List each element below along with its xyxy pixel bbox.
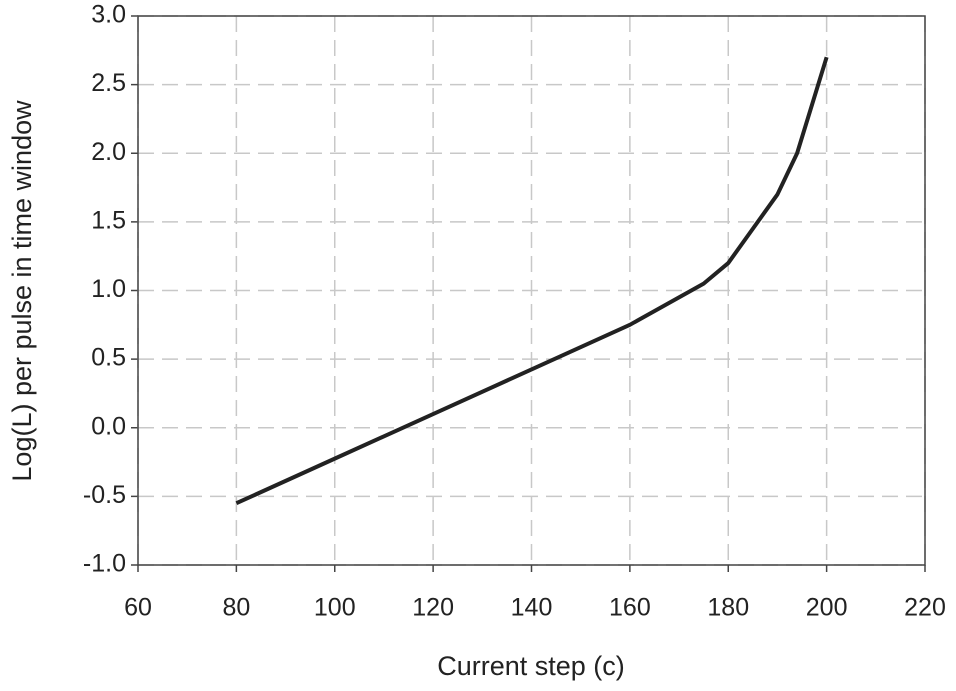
y-tick-label: 2.0 xyxy=(91,138,126,166)
x-tick-label: 160 xyxy=(609,594,651,622)
x-tick-label: 120 xyxy=(412,594,454,622)
x-tick-label: 220 xyxy=(904,594,946,622)
x-tick-label: 200 xyxy=(806,594,848,622)
y-tick-label: 3.0 xyxy=(91,1,126,29)
y-tick-label: -1.0 xyxy=(83,550,126,578)
y-axis-label: Log(L) per pulse in time window xyxy=(7,100,37,482)
y-tick-label: 2.5 xyxy=(91,69,126,97)
x-tick-label: 140 xyxy=(511,594,553,622)
y-tick-label: 0.0 xyxy=(91,412,126,440)
y-tick-label: -0.5 xyxy=(83,481,126,509)
x-tick-label: 80 xyxy=(222,594,250,622)
y-tick-label: 0.5 xyxy=(91,344,126,372)
x-tick-label: 180 xyxy=(707,594,749,622)
y-tick-label: 1.0 xyxy=(91,275,126,303)
line xyxy=(235,56,829,506)
y-tick-label: 1.5 xyxy=(91,206,126,234)
x-axis-label: Current step (c) xyxy=(437,651,625,681)
x-tick-label: 60 xyxy=(124,594,152,622)
plot-frame xyxy=(137,15,926,566)
x-tick-label: 100 xyxy=(314,594,356,622)
